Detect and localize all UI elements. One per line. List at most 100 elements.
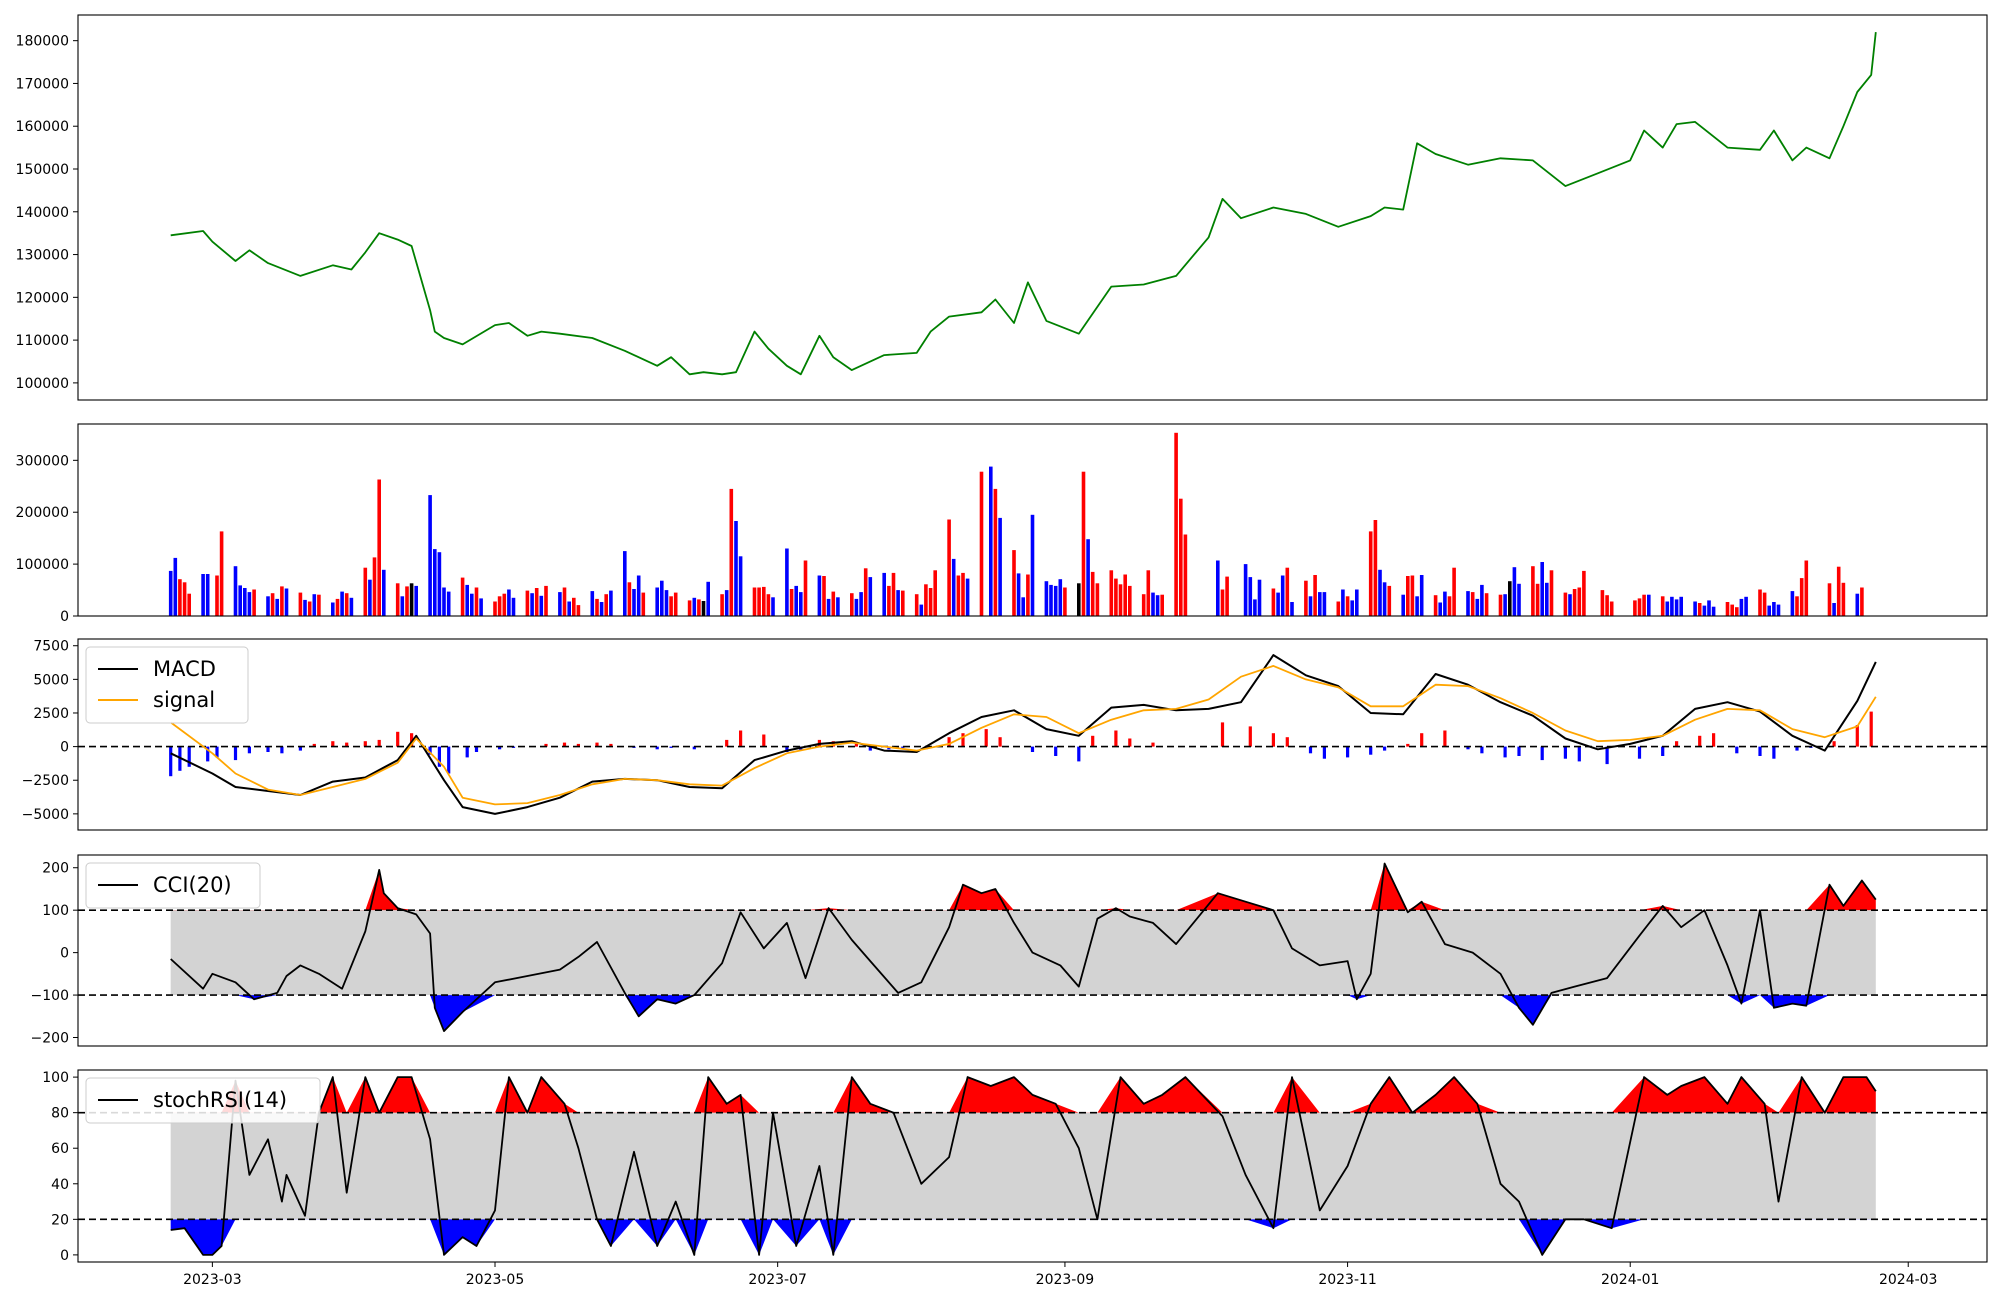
macd-histogram-bar [1114, 730, 1118, 747]
volume-bar [544, 585, 548, 616]
volume-bar [1345, 596, 1350, 616]
volume-bar [1382, 582, 1387, 616]
y-tick-label: 2500 [33, 706, 69, 722]
volume-bar [1725, 602, 1730, 616]
macd-histogram-bar [447, 746, 451, 774]
volume-bar [1702, 605, 1707, 616]
volume-bar [219, 531, 224, 616]
y-tick-label: 100 [42, 903, 69, 919]
volume-bar [1290, 602, 1294, 616]
volume-bar [1063, 587, 1067, 616]
volume-bar [507, 589, 511, 616]
volume-bar [687, 600, 692, 616]
volume-bar [1697, 603, 1702, 616]
macd-histogram-bar [1443, 730, 1447, 747]
macd-histogram-bar [280, 746, 284, 754]
volume-bar [669, 596, 673, 616]
macd-histogram-bar [854, 743, 858, 747]
stochrsi-overbought-fill [170, 1077, 1876, 1113]
volume-bar [1128, 585, 1132, 616]
volume-bar [1350, 600, 1354, 616]
volume-bar [433, 549, 437, 616]
macd-histogram-bar [247, 746, 251, 754]
volume-bar [891, 572, 896, 616]
y-tick-label: 0 [60, 609, 69, 625]
macd-histogram-bar [1869, 711, 1873, 747]
volume-bar [534, 588, 539, 616]
volume-bar [511, 597, 516, 616]
cci-legend: CCI(20) [85, 862, 261, 909]
macd-histogram-bar [562, 742, 567, 747]
price-line [170, 32, 1877, 376]
volume-bar [363, 567, 368, 616]
macd-histogram-bar [206, 746, 210, 762]
volume-bar [1762, 592, 1767, 616]
y-tick-label: 100000 [16, 376, 69, 392]
legend-label: CCI(20) [153, 873, 232, 897]
y-tick-label: 140000 [16, 205, 69, 221]
volume-bar [1049, 584, 1053, 616]
volume-bar [822, 576, 826, 616]
volume-bar [243, 588, 247, 616]
volume-bar [576, 605, 581, 616]
macd-histogram-bar [1322, 746, 1326, 759]
volume-bar [1058, 579, 1063, 616]
macd-histogram-bar [1466, 746, 1470, 750]
volume-bar [1609, 601, 1614, 616]
macd-histogram-bar [576, 743, 580, 747]
volume-bar [335, 598, 340, 616]
volume-bar [247, 592, 252, 616]
volume-bar [178, 579, 182, 616]
y-tick-label: 40 [51, 1177, 69, 1193]
price-panel: 100000 110000 120000 130000 140000 150000 1600… [16, 14, 1988, 401]
macd-histogram-bar [961, 733, 965, 747]
volume-bar [1322, 592, 1327, 616]
volume-bar [956, 575, 961, 616]
volume-bar [1447, 596, 1452, 616]
stochrsi-legend: stochRSI(14) [85, 1077, 321, 1124]
macd-histogram-bar [762, 734, 766, 747]
legend-label: signal [153, 688, 215, 712]
macd-histogram-bar [1577, 746, 1581, 762]
volume-bar [789, 589, 794, 616]
volume-bar [1679, 596, 1683, 616]
volume-bar [1183, 534, 1188, 616]
macd-histogram-bar [831, 741, 835, 747]
macd-histogram-bar [785, 746, 789, 752]
volume-bar [817, 575, 822, 616]
volume-bar [961, 572, 965, 616]
volume-bar [1012, 550, 1016, 616]
volume-bar [168, 570, 173, 616]
volume-bar [1832, 603, 1836, 616]
volume-bar [428, 495, 432, 616]
volume-bar [868, 577, 873, 616]
volume-bar [785, 548, 789, 616]
volume-bar [1735, 607, 1739, 616]
volume-bar [1109, 570, 1114, 616]
volume-bar [1711, 606, 1716, 616]
volume-bar [1044, 581, 1049, 616]
volume-bar [1114, 578, 1118, 616]
volume-bar [502, 593, 507, 616]
volume-bar [831, 591, 836, 616]
macd-histogram-bar [169, 746, 173, 777]
macd-histogram-bar [1054, 746, 1058, 756]
macd-histogram-bar [1030, 746, 1035, 752]
volume-bar [479, 598, 483, 616]
volume-bar [660, 580, 664, 616]
volume-bar [1642, 594, 1646, 616]
volume-bar [372, 557, 377, 616]
volume-bar [1415, 596, 1419, 616]
macd-histogram-bar [266, 746, 270, 752]
volume-bar [1220, 589, 1225, 616]
macd-histogram-bar [1285, 737, 1289, 747]
volume-bar [1767, 605, 1771, 616]
macd-histogram-bar [1271, 733, 1275, 747]
volume-bar [382, 569, 386, 616]
volume-bar [442, 587, 446, 616]
macd-histogram-bar [498, 746, 502, 750]
volume-bar [201, 574, 205, 616]
macd-histogram-bar [312, 743, 316, 747]
volume-bar [1077, 583, 1081, 616]
volume-bar [558, 592, 562, 616]
